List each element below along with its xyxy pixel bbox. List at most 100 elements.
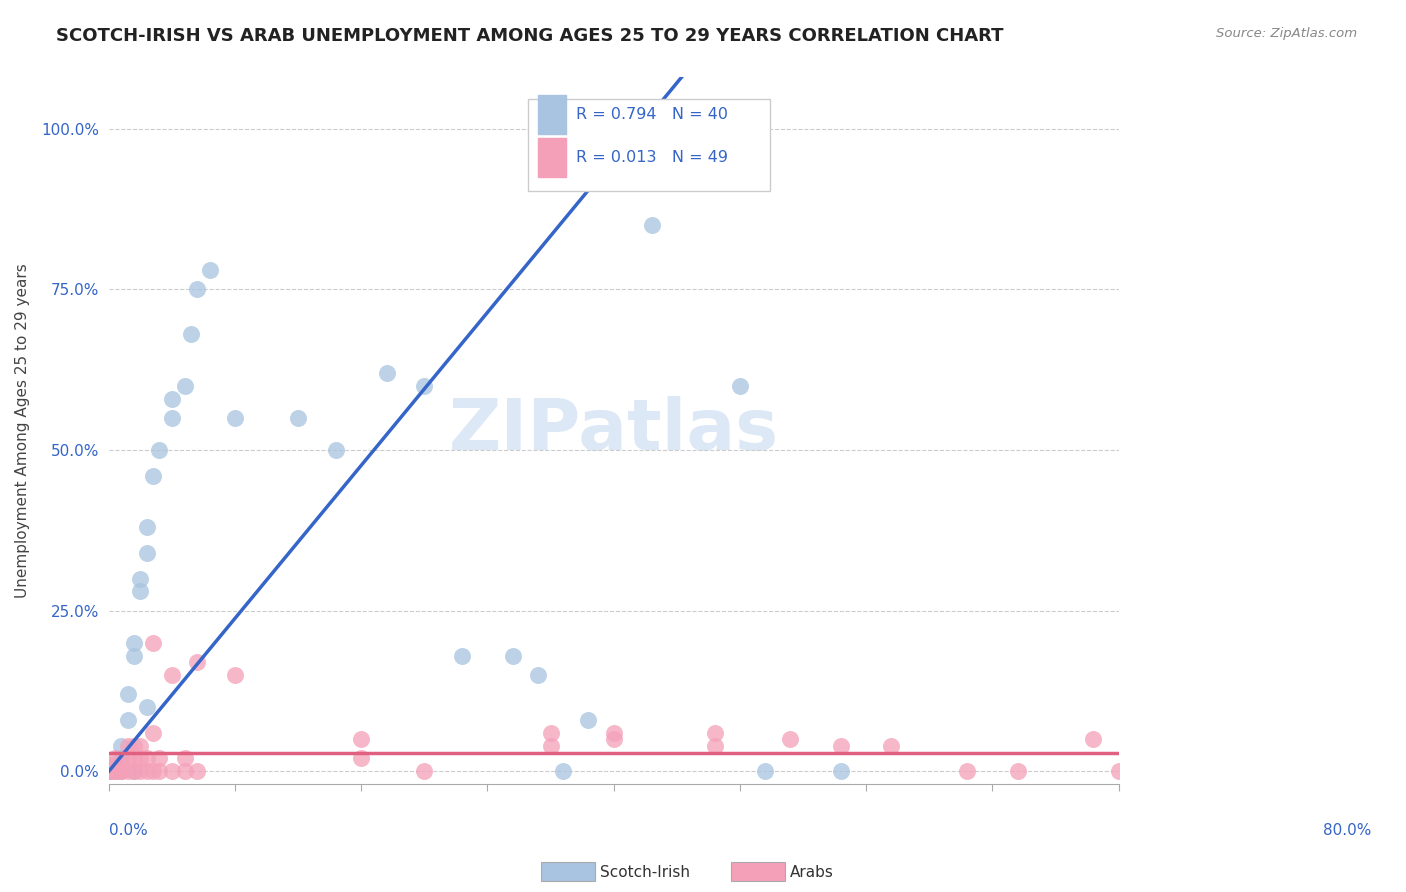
Point [325, 443, 347, 458]
Point [122, 739, 145, 753]
Text: Arabs: Arabs [790, 865, 834, 880]
Point [602, 732, 624, 747]
Point [97, 764, 120, 779]
Point [375, 366, 398, 380]
Point [578, 713, 600, 727]
Point [117, 739, 139, 753]
Text: Scotch-Irish: Scotch-Irish [600, 865, 690, 880]
Point [627, 153, 650, 168]
Point [413, 379, 436, 393]
Point [135, 700, 157, 714]
FancyBboxPatch shape [538, 138, 567, 177]
Point [173, 764, 195, 779]
Point [413, 764, 436, 779]
Point [160, 411, 183, 425]
Point [117, 687, 139, 701]
Point [956, 764, 979, 779]
Point [540, 739, 562, 753]
Point [97, 764, 120, 779]
Point [830, 764, 852, 779]
Point [104, 764, 127, 779]
Point [186, 764, 208, 779]
Text: R = 0.013   N = 49: R = 0.013 N = 49 [576, 150, 728, 165]
Y-axis label: Unemployment Among Ages 25 to 29 years: Unemployment Among Ages 25 to 29 years [15, 263, 30, 599]
Point [104, 764, 127, 779]
Point [553, 764, 575, 779]
FancyBboxPatch shape [527, 99, 770, 191]
Point [135, 764, 157, 779]
Point [224, 668, 246, 682]
Point [502, 648, 524, 663]
Point [198, 263, 221, 277]
Point [640, 218, 662, 232]
Point [122, 648, 145, 663]
Point [160, 392, 183, 406]
Point [703, 725, 725, 739]
Point [527, 668, 550, 682]
Point [129, 751, 152, 765]
Point [135, 751, 157, 765]
Point [186, 655, 208, 669]
Point [97, 764, 120, 779]
Point [110, 764, 132, 779]
Point [142, 725, 165, 739]
Point [129, 572, 152, 586]
Point [122, 636, 145, 650]
Point [117, 764, 139, 779]
Point [540, 725, 562, 739]
Point [602, 725, 624, 739]
FancyBboxPatch shape [538, 95, 567, 134]
Point [1083, 732, 1105, 747]
Point [1108, 764, 1130, 779]
Point [110, 764, 132, 779]
Point [1007, 764, 1029, 779]
Point [160, 764, 183, 779]
Point [180, 327, 202, 342]
Point [97, 764, 120, 779]
Point [754, 764, 776, 779]
Point [451, 648, 474, 663]
Point [779, 732, 801, 747]
Point [129, 764, 152, 779]
Point [117, 713, 139, 727]
Point [148, 443, 170, 458]
Point [350, 732, 373, 747]
Point [122, 764, 145, 779]
Point [104, 764, 127, 779]
Text: Source: ZipAtlas.com: Source: ZipAtlas.com [1216, 27, 1357, 40]
Text: R = 0.794   N = 40: R = 0.794 N = 40 [576, 107, 728, 121]
Point [97, 764, 120, 779]
Point [703, 739, 725, 753]
Point [110, 764, 132, 779]
Text: ZIPatlas: ZIPatlas [449, 396, 779, 466]
Point [97, 757, 120, 772]
Point [142, 468, 165, 483]
Point [135, 520, 157, 534]
Point [728, 379, 751, 393]
Point [104, 751, 127, 765]
Point [224, 411, 246, 425]
Point [110, 739, 132, 753]
Point [122, 764, 145, 779]
Text: 80.0%: 80.0% [1323, 823, 1371, 838]
Point [148, 751, 170, 765]
Text: SCOTCH-IRISH VS ARAB UNEMPLOYMENT AMONG AGES 25 TO 29 YEARS CORRELATION CHART: SCOTCH-IRISH VS ARAB UNEMPLOYMENT AMONG … [56, 27, 1004, 45]
Point [129, 584, 152, 599]
Point [135, 546, 157, 560]
Point [122, 751, 145, 765]
Point [104, 757, 127, 772]
Point [142, 764, 165, 779]
Point [110, 757, 132, 772]
Point [142, 636, 165, 650]
Point [830, 739, 852, 753]
Point [186, 282, 208, 296]
Point [160, 668, 183, 682]
Point [129, 739, 152, 753]
Point [173, 379, 195, 393]
Point [173, 751, 195, 765]
Point [110, 751, 132, 765]
Point [148, 764, 170, 779]
Point [350, 751, 373, 765]
Point [880, 739, 903, 753]
Point [287, 411, 309, 425]
